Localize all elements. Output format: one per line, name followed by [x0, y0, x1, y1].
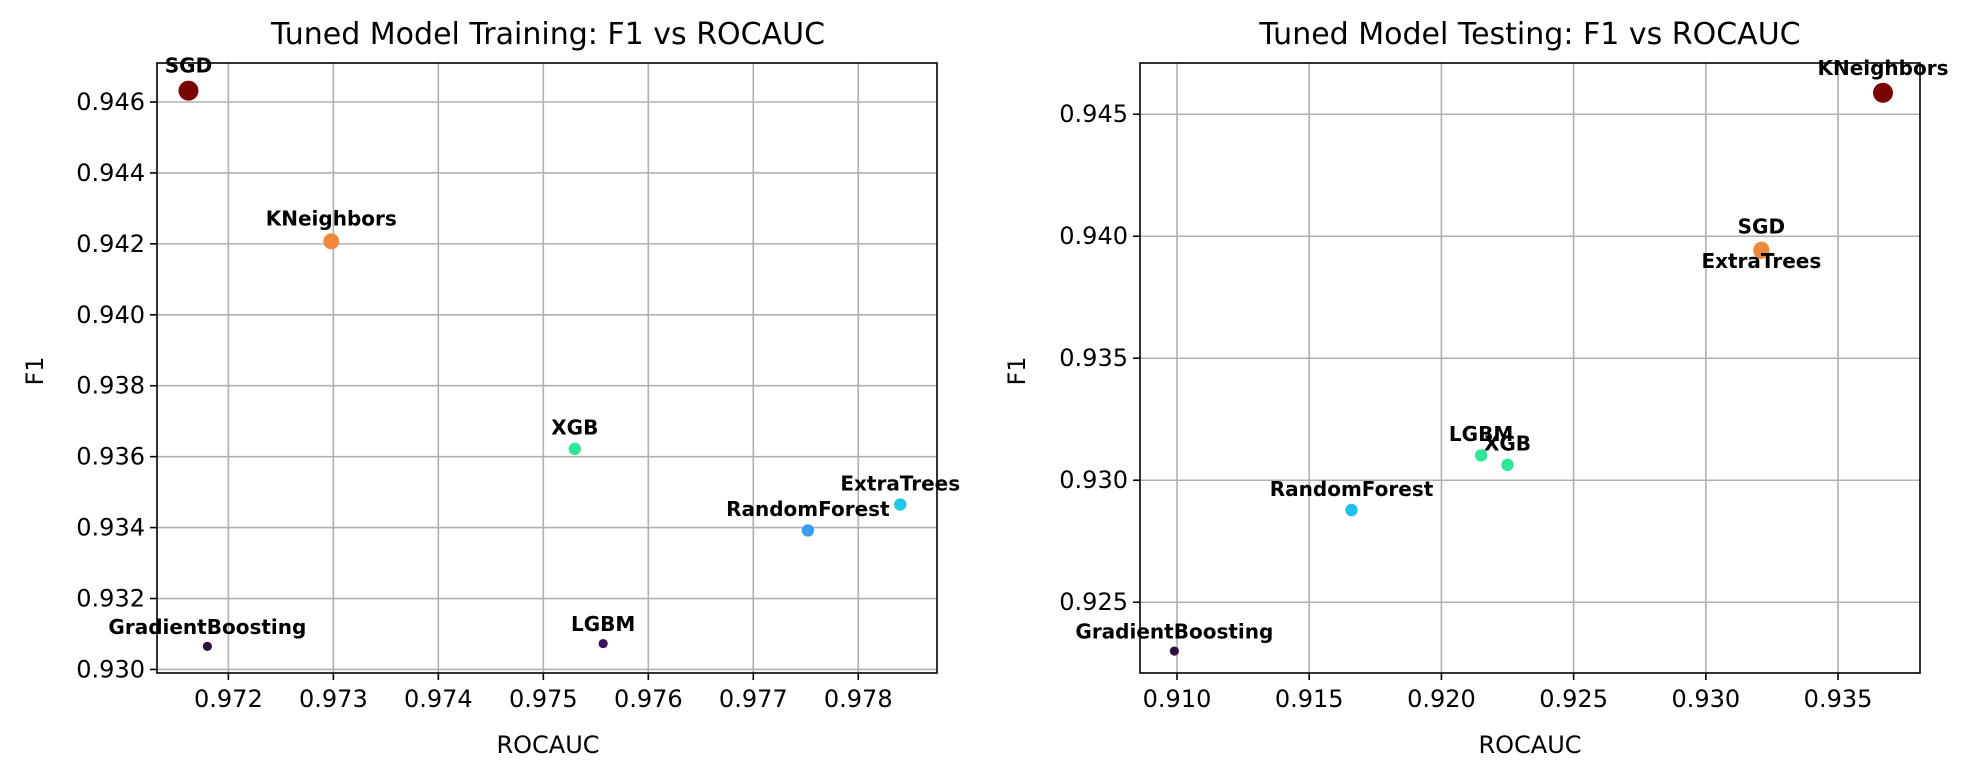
data-point-extratrees — [894, 498, 907, 511]
y-tick-label: 0.930 — [1059, 466, 1128, 494]
y-axis-label: F1 — [1003, 356, 1031, 385]
y-tick-label: 0.944 — [76, 159, 145, 187]
data-point-xgb — [568, 442, 582, 456]
x-tick-label: 0.915 — [1275, 685, 1344, 713]
x-tick-label: 0.930 — [1671, 685, 1740, 713]
x-tick-label: 0.973 — [299, 685, 368, 713]
chart-title: Tuned Model Testing: F1 vs ROCAUC — [1258, 17, 1800, 52]
x-tick-label: 0.977 — [719, 685, 788, 713]
plot-frame — [1139, 62, 1921, 674]
point-label: KNeighbors — [266, 206, 397, 230]
data-point-gradientboosting — [202, 641, 212, 652]
x-tick-label: 0.978 — [824, 685, 893, 713]
point-label: LGBM — [571, 612, 635, 636]
data-point-lgbm — [1474, 449, 1488, 462]
point-label: RandomForest — [1270, 477, 1434, 501]
training-chart: Tuned Model Training: F1 vs ROCAUC 0.972… — [21, 17, 960, 759]
x-tick-label: 0.975 — [509, 685, 578, 713]
grid-layer — [1140, 63, 1920, 673]
x-tick-label: 0.920 — [1407, 685, 1476, 713]
data-point-gradientboosting — [1169, 646, 1179, 656]
y-tick-label: 0.935 — [1059, 344, 1128, 372]
y-tick-label: 0.936 — [76, 443, 145, 471]
data-point-kneighbors — [323, 233, 340, 250]
x-axis-label: ROCAUC — [496, 731, 599, 759]
point-label: XGB — [551, 416, 598, 440]
points-layer — [178, 80, 907, 652]
data-point-sgd — [178, 80, 199, 101]
grid-layer — [157, 63, 937, 673]
x-tick-label: 0.925 — [1539, 685, 1608, 713]
y-tick-label: 0.946 — [76, 88, 145, 116]
point-label: GradientBoosting — [108, 615, 306, 639]
point-label: XGB — [1484, 432, 1531, 456]
plot-frame — [156, 62, 938, 674]
y-tick-label: 0.940 — [76, 301, 145, 329]
y-tick-label: 0.934 — [76, 514, 145, 542]
y-tick-label: 0.932 — [76, 585, 145, 613]
x-tick-label: 0.910 — [1143, 685, 1212, 713]
point-label: SGD — [165, 54, 212, 78]
point-label: RandomForest — [726, 497, 890, 521]
y-axis-label: F1 — [21, 356, 49, 385]
y-tick-label: 0.938 — [76, 372, 145, 400]
x-tick-label: 0.974 — [404, 685, 473, 713]
y-tick-label: 0.940 — [1059, 222, 1128, 250]
point-label: KNeighbors — [1817, 56, 1948, 80]
ticks-layer: 0.972 0.973 0.974 0.975 0.976 0.977 0.978 0.930… — [76, 88, 892, 713]
point-label: ExtraTrees — [1701, 249, 1821, 273]
x-tick-label: 0.972 — [194, 685, 263, 713]
x-axis-label: ROCAUC — [1478, 731, 1581, 759]
points-layer — [1169, 82, 1893, 656]
y-tick-label: 0.942 — [76, 230, 145, 258]
data-point-kneighbors — [1872, 82, 1893, 103]
y-tick-label: 0.930 — [76, 655, 145, 683]
point-label: SGD — [1738, 215, 1785, 239]
data-point-lgbm — [598, 638, 608, 649]
data-point-randomforest — [801, 524, 815, 537]
y-tick-label: 0.945 — [1059, 100, 1128, 128]
point-label: ExtraTrees — [840, 471, 960, 495]
data-point-randomforest — [1345, 503, 1358, 517]
point-label: GradientBoosting — [1075, 619, 1273, 643]
testing-chart: Tuned Model Testing: F1 vs ROCAUC 0.910 0… — [1003, 17, 1949, 759]
x-tick-label: 0.935 — [1804, 685, 1873, 713]
ticks-layer: 0.910 0.915 0.920 0.925 0.930 0.935 0.925 0.930… — [1059, 100, 1872, 713]
point-label: LGBM — [1449, 422, 1513, 446]
x-tick-label: 0.976 — [614, 685, 683, 713]
chart-title: Tuned Model Training: F1 vs ROCAUC — [270, 17, 825, 52]
data-point-extratrees — [1753, 242, 1770, 259]
y-tick-label: 0.925 — [1059, 588, 1128, 616]
data-point-xgb — [1501, 458, 1514, 472]
